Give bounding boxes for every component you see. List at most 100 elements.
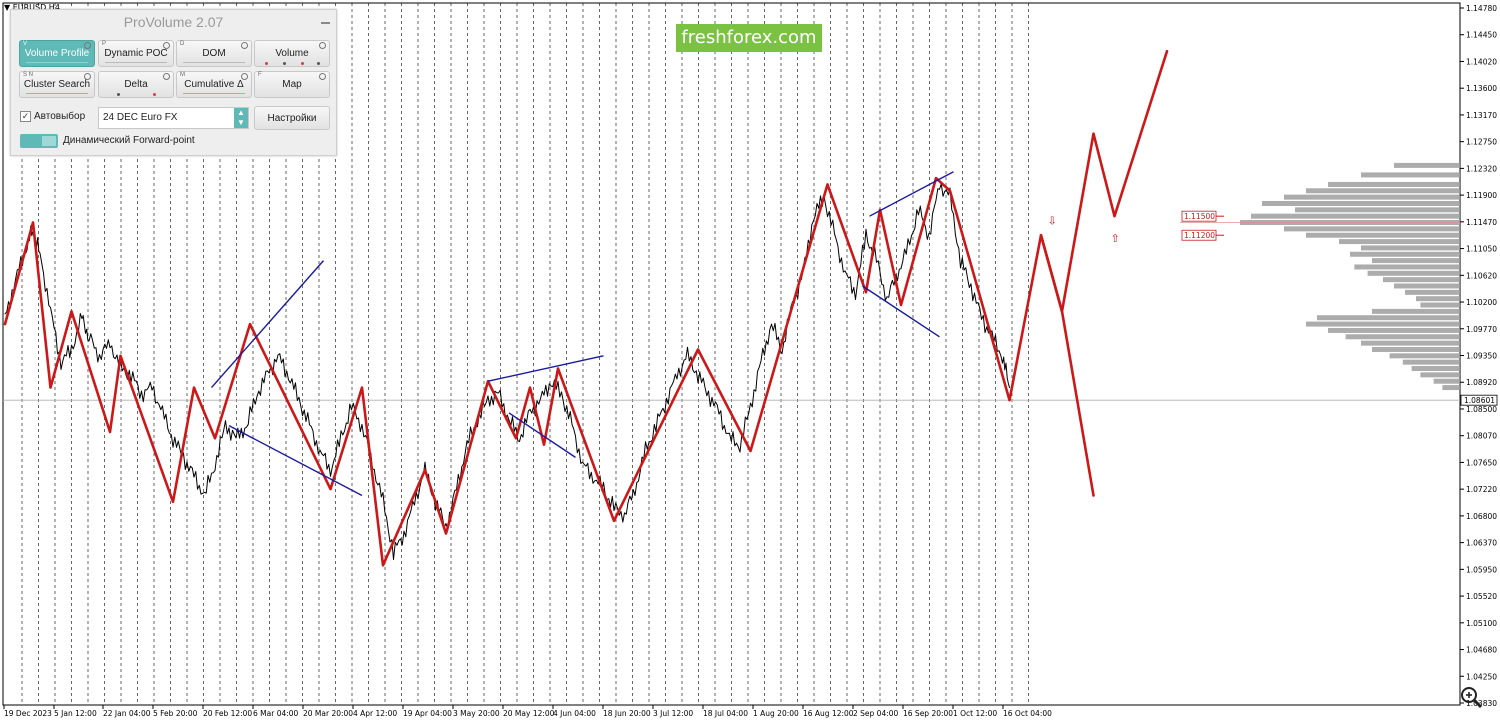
current-price-label: 1.08601	[1464, 396, 1495, 405]
trendline	[869, 171, 954, 217]
x-tick-label: 2 Sep 04:00	[853, 709, 899, 718]
x-tick-label: 16 Sep 20:00	[903, 709, 953, 718]
hotkey-label: V	[23, 41, 28, 47]
spinner-arrows-icon[interactable]: ▲ ▼	[234, 108, 248, 128]
trendline	[508, 412, 576, 458]
volume-profile-bin	[1433, 378, 1460, 384]
chart-symbol-label: ▼ EURUSD,H4	[4, 3, 60, 12]
volume-profile-bin	[1372, 346, 1460, 352]
volume-profile-bin	[1251, 213, 1460, 219]
hotkey-label: M	[180, 72, 185, 78]
gear-icon[interactable]	[84, 42, 91, 49]
volume-profile-bin	[1394, 162, 1460, 168]
x-tick-label: 4 Apr 12:00	[353, 709, 397, 718]
x-tick-label: 20 Mar 20:00	[303, 709, 353, 718]
price-series-line	[4, 183, 1010, 560]
x-tick-label: 5 Feb 20:00	[153, 709, 198, 718]
settings-button[interactable]: Настройки	[254, 106, 330, 130]
x-tick-label: 1 Oct 12:00	[953, 709, 997, 718]
delta-button[interactable]: Delta	[98, 71, 174, 98]
x-tick-label: 16 Aug 12:00	[803, 709, 854, 718]
button-label: Delta	[124, 79, 148, 90]
volume-profile-bin	[1389, 353, 1460, 359]
volume-profile-bin	[1367, 270, 1460, 276]
trendline	[487, 355, 604, 382]
gear-icon[interactable]	[241, 73, 248, 80]
map-button[interactable]: F Map	[254, 71, 330, 98]
y-tick-label: 1.07650	[1466, 458, 1497, 467]
y-tick-label: 1.14450	[1466, 31, 1497, 40]
button-label: Cluster Search	[23, 79, 91, 90]
contract-select[interactable]: 24 DEC Euro FX ▲ ▼	[98, 107, 249, 129]
y-tick-label: 1.11050	[1466, 245, 1497, 254]
button-label: Volume	[275, 48, 309, 59]
zoom-icon[interactable]	[1459, 685, 1483, 709]
x-tick-label: 5 Jan 12:00	[54, 709, 97, 718]
y-tick-label: 1.12750	[1466, 138, 1497, 147]
volume-profile-bin	[1328, 327, 1460, 333]
x-tick-label: 22 Jan 04:00	[103, 709, 151, 718]
gear-icon[interactable]	[84, 73, 91, 80]
y-tick-label: 1.14020	[1466, 57, 1497, 66]
y-tick-label: 1.10620	[1466, 271, 1497, 280]
volume-profile-bin	[1345, 334, 1460, 340]
button-label: Cumulative Δ	[184, 79, 244, 90]
volume-profile-bin	[1383, 277, 1460, 283]
x-tick-label: 3 May 20:00	[453, 709, 500, 718]
volume-profile-bin	[1317, 315, 1460, 321]
y-tick-label: 1.10200	[1466, 298, 1497, 307]
dynamic-poc-button[interactable]: P Dynamic POC	[98, 40, 174, 67]
y-tick-label: 1.14780	[1466, 4, 1497, 13]
cluster-search-button[interactable]: S N Cluster Search	[19, 71, 95, 98]
volume-profile-button[interactable]: V Volume Profile	[19, 40, 95, 67]
y-tick-label: 1.12320	[1466, 164, 1497, 173]
volume-profile-bin	[1295, 207, 1460, 213]
volume-profile-bin	[1262, 200, 1460, 206]
volume-profile-bin	[1284, 226, 1460, 232]
forward-point-toggle[interactable]	[20, 134, 58, 148]
autoselect-checkbox[interactable]: ✓ Автовыбор	[20, 111, 85, 122]
minimize-icon[interactable]	[321, 22, 330, 24]
y-tick-label: 1.13170	[1466, 111, 1497, 120]
volume-profile-bin	[1361, 172, 1460, 178]
volume-profile-bin	[1328, 181, 1460, 187]
gear-icon[interactable]	[163, 42, 170, 49]
hotkey-label: P	[102, 41, 107, 47]
gear-icon[interactable]	[163, 73, 170, 80]
y-tick-label: 1.13600	[1466, 84, 1497, 93]
y-tick-label: 1.08070	[1466, 432, 1497, 441]
volume-profile-bin	[1405, 289, 1460, 295]
y-tick-label: 1.09770	[1466, 325, 1497, 334]
volume-profile-bin	[1361, 340, 1460, 346]
current-price-box	[1460, 394, 1498, 406]
volume-profile-bin	[1416, 296, 1460, 302]
price-level-label: 1.11500	[1184, 212, 1215, 221]
x-tick-label: 4 Jun 04:00	[553, 709, 596, 718]
arrow-annotation: ⇧	[1111, 232, 1120, 245]
gear-icon[interactable]	[319, 42, 326, 49]
gear-icon[interactable]	[241, 42, 248, 49]
volume-profile-bin	[1372, 258, 1460, 264]
volume-button[interactable]: Volume	[254, 40, 330, 67]
gear-icon[interactable]	[319, 73, 326, 80]
hotkey-label: F	[258, 72, 262, 78]
autoselect-label: Автовыбор	[34, 111, 86, 122]
x-tick-label: 19 Apr 04:00	[403, 709, 452, 718]
provolume-panel: ProVolume 2.07 V Volume Profile P Dynami…	[10, 9, 337, 156]
trendline	[862, 285, 940, 338]
y-tick-label: 1.06370	[1466, 539, 1497, 548]
y-tick-label: 1.05100	[1466, 619, 1497, 628]
wave-zigzag-line	[3, 49, 1169, 567]
y-tick-label: 1.11900	[1466, 191, 1497, 200]
volume-profile-bin	[1394, 283, 1460, 289]
volume-profile-bin	[1306, 321, 1460, 327]
volume-profile-bin	[1402, 359, 1460, 365]
dom-button[interactable]: D DOM	[176, 40, 252, 67]
checkbox-icon[interactable]: ✓	[20, 111, 31, 122]
brand-logo: freshforex.com	[676, 24, 822, 52]
y-tick-label: 1.05520	[1466, 592, 1497, 601]
volume-profile-bin	[1361, 245, 1460, 251]
cumulative-delta-button[interactable]: M Cumulative Δ	[176, 71, 252, 98]
y-tick-label: 1.04680	[1466, 646, 1497, 655]
y-tick-label: 1.05950	[1466, 565, 1497, 574]
